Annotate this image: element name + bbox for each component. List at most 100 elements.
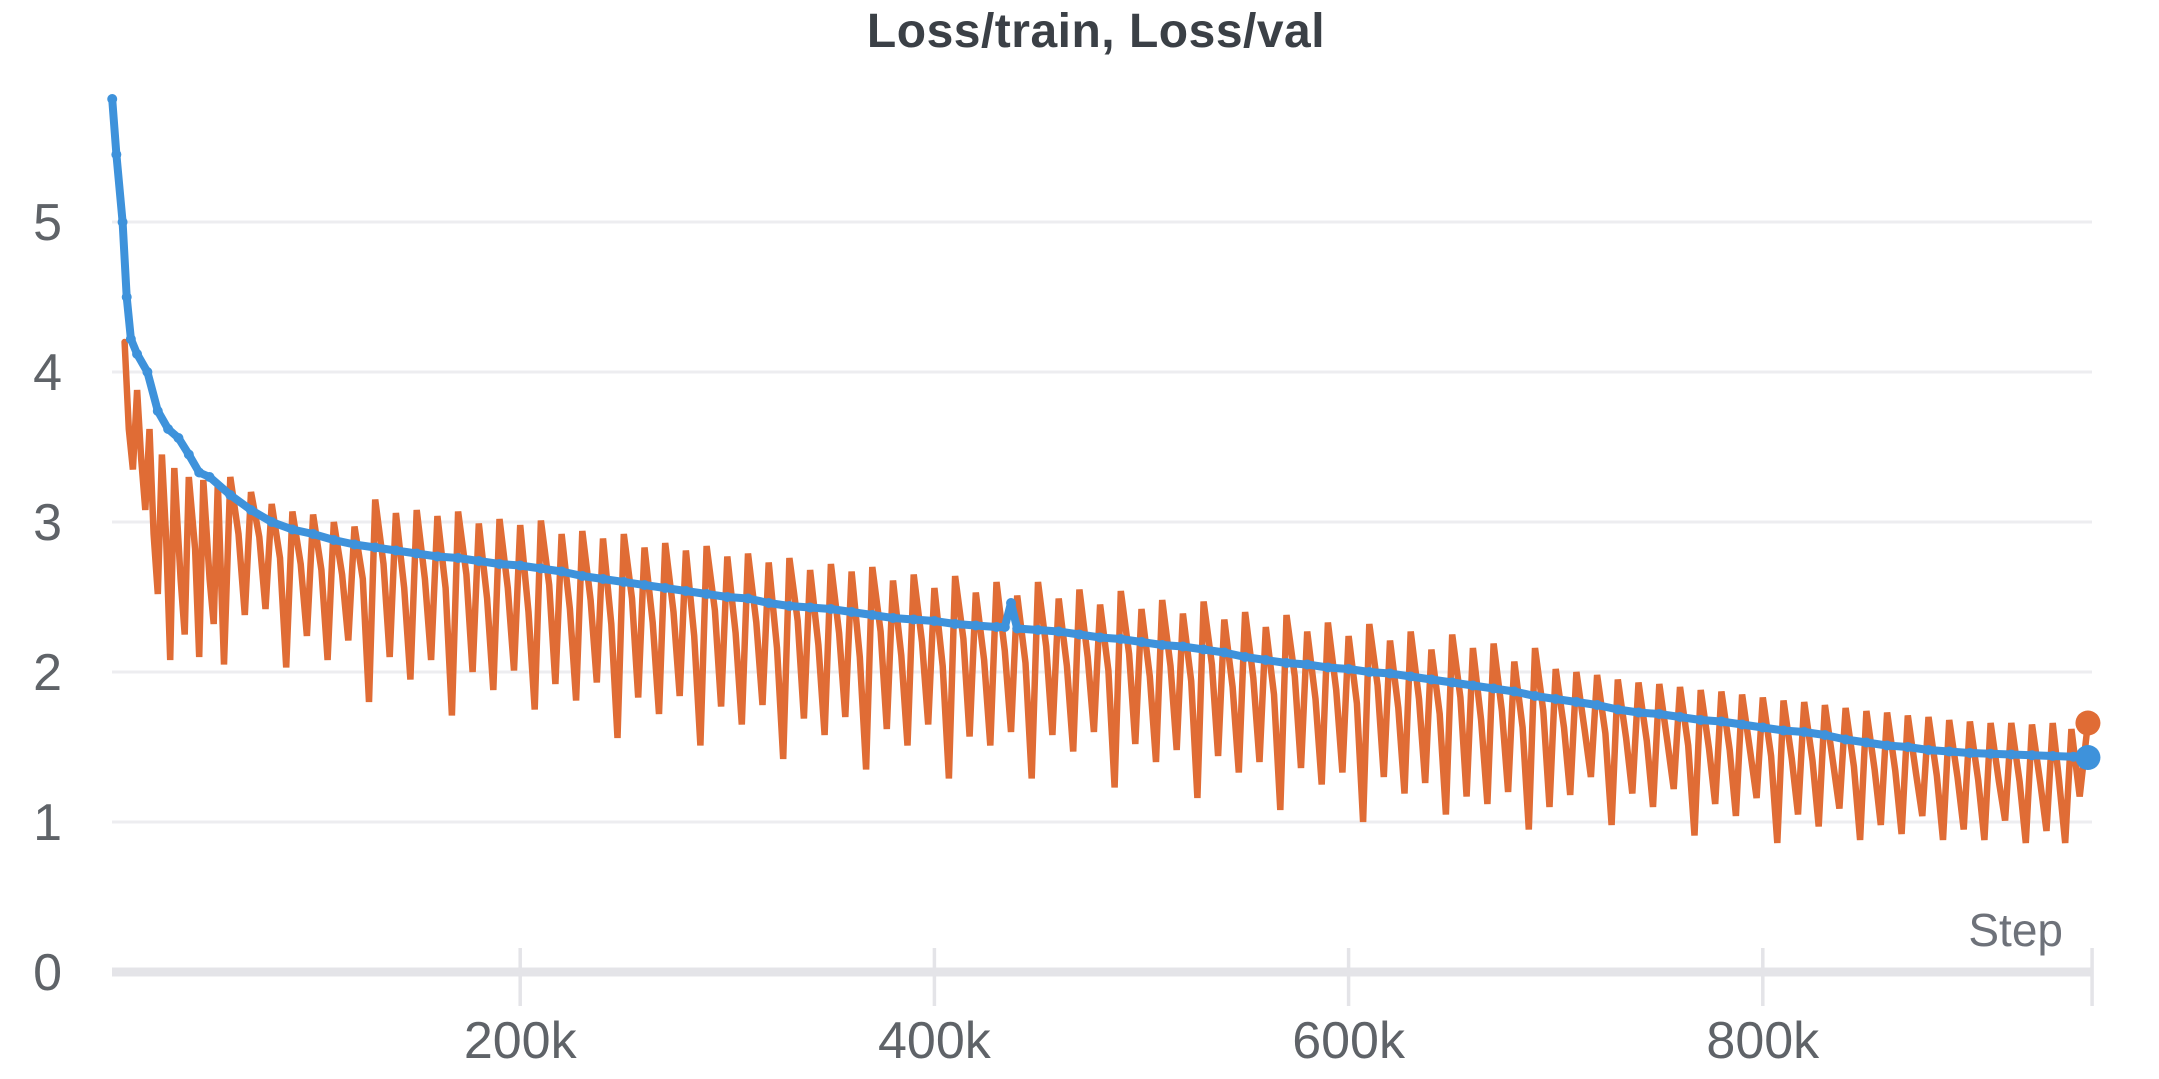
val-point-marker xyxy=(1322,662,1333,673)
val-point-marker xyxy=(908,614,919,625)
val-point-marker xyxy=(245,505,256,515)
val-point-marker xyxy=(1529,691,1540,701)
loss-train-line xyxy=(121,338,2092,844)
val-point-marker xyxy=(929,616,940,626)
val-point-marker xyxy=(453,553,464,563)
val-point-marker xyxy=(991,622,1002,632)
y-tick-label: 0 xyxy=(33,944,62,1002)
val-point-marker xyxy=(535,563,546,574)
val-point-marker xyxy=(784,601,795,611)
val-point-marker xyxy=(142,367,153,377)
val-point-marker xyxy=(825,604,836,614)
val-point-marker xyxy=(117,217,128,227)
val-point-marker xyxy=(867,610,878,620)
val-point-marker xyxy=(125,334,136,344)
y-tick-label: 5 xyxy=(33,194,62,252)
val-point-marker xyxy=(1902,742,1913,752)
val-point-marker xyxy=(1012,623,1023,634)
val-point-marker xyxy=(999,622,1010,632)
val-point-marker xyxy=(1964,748,1975,758)
val-point-marker xyxy=(1799,727,1810,737)
val-point-marker xyxy=(132,349,143,359)
x-tick-label: 800k xyxy=(1706,1012,1820,1070)
val-point-marker xyxy=(204,472,215,482)
loss-val-line xyxy=(108,95,2092,762)
val-point-marker xyxy=(556,566,567,577)
val-point-marker xyxy=(598,574,609,584)
val-point-marker xyxy=(660,583,671,593)
val-point-marker xyxy=(1571,697,1582,707)
gridlines xyxy=(112,220,2092,977)
val-point-marker xyxy=(970,620,981,631)
val-point-marker xyxy=(173,433,184,443)
val-point-marker xyxy=(1426,674,1437,685)
val-point-marker xyxy=(432,551,443,562)
val-point-marker xyxy=(1385,668,1396,679)
y-axis-tick-labels: 0 1 2 3 4 5 xyxy=(33,194,62,1002)
y-tick-label: 4 xyxy=(33,344,62,402)
val-point-marker xyxy=(1737,719,1748,730)
val-point-marker xyxy=(183,449,194,460)
val-point-marker xyxy=(163,424,174,434)
val-point-marker xyxy=(370,542,381,553)
val-point-marker xyxy=(2006,749,2017,760)
val-point-marker xyxy=(1053,626,1064,637)
val-point-marker xyxy=(1882,740,1893,751)
val-point-marker xyxy=(2027,750,2038,761)
val-point-marker xyxy=(763,598,774,608)
x-axis-label: Step xyxy=(1968,904,2063,956)
val-point-marker xyxy=(1985,748,1996,759)
val-point-marker xyxy=(618,577,629,587)
val-point-marker xyxy=(1944,746,1955,757)
val-point-marker xyxy=(1157,640,1168,650)
val-point-marker xyxy=(1695,715,1706,725)
x-axis-tick-labels: 200k 400k 600k 800k xyxy=(464,1012,1820,1070)
y-tick-label: 1 xyxy=(33,794,62,852)
val-point-marker xyxy=(1674,712,1685,722)
val-point-marker xyxy=(1177,641,1188,652)
val-point-marker xyxy=(1757,722,1768,733)
x-tick-label: 200k xyxy=(464,1012,578,1070)
val-point-marker xyxy=(1136,637,1147,647)
val-point-marker xyxy=(1074,629,1085,640)
val-point-marker xyxy=(1032,625,1043,635)
val-point-marker xyxy=(390,545,401,556)
val-point-marker xyxy=(722,592,733,602)
val-point-marker xyxy=(1006,598,1017,608)
val-point-marker xyxy=(805,602,816,613)
y-tick-label: 2 xyxy=(33,644,62,702)
val-point-marker xyxy=(1343,664,1354,674)
val-point-marker xyxy=(1716,716,1727,727)
val-point-marker xyxy=(1302,659,1313,670)
val-point-marker xyxy=(1509,686,1520,697)
val-point-marker xyxy=(107,94,118,104)
val-point-marker xyxy=(701,589,712,599)
val-point-marker xyxy=(308,529,319,539)
val-point-marker xyxy=(1364,667,1375,677)
val-point-marker xyxy=(1405,671,1416,682)
val-point-marker xyxy=(1281,658,1292,668)
val-point-marker xyxy=(266,517,277,527)
y-tick-label: 3 xyxy=(33,494,62,552)
val-point-marker xyxy=(1488,683,1499,694)
val-point-marker xyxy=(1447,677,1458,688)
val-point-marker xyxy=(1550,694,1561,704)
val-point-marker xyxy=(194,467,205,478)
val-point-marker xyxy=(121,292,132,302)
val-point-marker xyxy=(1115,634,1126,644)
val-point-marker xyxy=(1654,709,1665,719)
val-point-marker xyxy=(1198,644,1209,655)
val-point-marker xyxy=(2047,751,2058,761)
val-point-marker xyxy=(1219,647,1230,658)
val-point-marker xyxy=(1240,652,1251,662)
val-point-marker xyxy=(743,593,754,604)
val-point-marker xyxy=(287,524,298,535)
val-point-marker xyxy=(1467,680,1478,691)
val-point-marker xyxy=(1260,655,1271,665)
x-tick-label: 400k xyxy=(878,1012,992,1070)
val-point-marker xyxy=(639,580,650,590)
val-point-marker xyxy=(1923,745,1934,755)
val-point-marker xyxy=(1819,730,1830,740)
